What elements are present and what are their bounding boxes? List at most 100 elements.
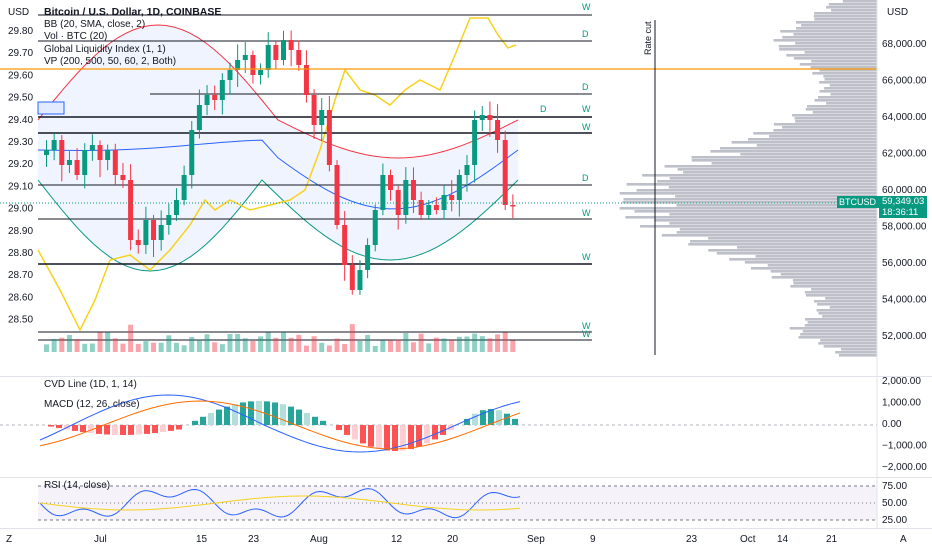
candle-body (128, 180, 134, 240)
profile-bar (691, 159, 877, 162)
candle-body (296, 50, 302, 65)
macd-chart[interactable]: 2,000.00 1,000.00 0.00 −1,000.00 −2,000.00 (0, 376, 932, 477)
bar-countdown: 18:36:11 (882, 207, 919, 218)
candle-body (66, 160, 72, 165)
volume-bar (334, 338, 340, 352)
volume-bar (151, 342, 157, 352)
candle-body (326, 110, 332, 165)
profile-bar (716, 252, 877, 255)
left-axis-tick: 29.40 (8, 115, 33, 126)
rsi-axis-tick: 50.00 (882, 498, 907, 509)
corner-right[interactable]: A (900, 534, 907, 545)
macd-bar (432, 425, 438, 440)
left-axis-tick: 29.80 (8, 26, 33, 37)
candle-body (418, 200, 424, 215)
profile-bar (769, 135, 877, 138)
macd-bar (384, 425, 390, 451)
symbol-title[interactable]: Bitcoin / U.S. Dollar, 1D, COINBASE (44, 6, 222, 18)
rsi-chart[interactable]: 75.00 50.00 25.00 (0, 478, 932, 528)
left-axis-tick: 29.60 (8, 70, 33, 81)
cvd-axis: 2,000.00 1,000.00 0.00 −1,000.00 −2,000.00 (882, 376, 927, 473)
profile-bar (814, 18, 877, 21)
last-price: 59,349.03 (882, 196, 925, 207)
volume-bar (410, 342, 416, 352)
macd-line (39, 394, 521, 453)
candle-body (212, 95, 218, 100)
candle-body (403, 180, 409, 215)
profile-bar (676, 231, 877, 234)
candle-body (166, 215, 172, 225)
profile-bar (794, 117, 877, 120)
macd-bar (168, 425, 174, 431)
volume-bar (372, 345, 378, 352)
rsi-axis: 75.00 50.00 25.00 (882, 481, 907, 526)
candle-body (510, 205, 516, 207)
profile-bar (792, 279, 877, 282)
profile-bar (782, 36, 877, 39)
profile-bar (805, 294, 877, 297)
profile-bar (691, 156, 877, 159)
volume-bar (143, 341, 149, 352)
candle-body (173, 200, 179, 215)
cvd-axis-tick: 0.00 (882, 419, 902, 430)
right-axis: 68,000.00 66,000.00 64,000.00 62,000.00 60,0… (882, 39, 927, 342)
volume-bar (82, 343, 88, 352)
volume-bar (303, 345, 309, 352)
macd-bar (208, 413, 214, 425)
profile-bar (669, 177, 877, 180)
cvd-axis-tick: 1,000.00 (882, 398, 921, 409)
profile-bar (818, 342, 877, 345)
profile-bar (773, 123, 877, 126)
macd-bar (368, 425, 374, 447)
candle-body (502, 140, 508, 205)
level-label: W (582, 329, 591, 339)
candle-body (204, 95, 210, 105)
legend-vp[interactable]: VP (200, 500, 50, 60, 2, Both) (44, 56, 177, 68)
macd-bar (144, 425, 150, 434)
profile-bar (619, 207, 877, 210)
level-label: W (582, 2, 591, 12)
profile-bar (823, 345, 877, 348)
rsi-ma-line (39, 495, 521, 511)
profile-bar (802, 330, 877, 333)
profile-bar (780, 30, 877, 33)
candle-body (158, 225, 164, 240)
left-axis-tick: 28.90 (8, 226, 33, 237)
candle-body (487, 115, 493, 120)
candle-body (143, 220, 149, 245)
profile-bar (795, 42, 877, 45)
macd-bar (72, 425, 78, 431)
profile-bar (773, 129, 877, 132)
legend-gli[interactable]: Global Liquidity Index (1, 1) (44, 43, 166, 55)
macd-title[interactable]: MACD (12, 26, close) (44, 398, 140, 410)
volume-bar (296, 334, 302, 352)
corner-left[interactable]: Z (6, 534, 13, 545)
legend-vol[interactable]: Vol · BTC (20) (44, 31, 108, 43)
volume-bar (135, 343, 141, 352)
legend-bb[interactable]: BB (20, SMA, close, 2) (44, 18, 146, 30)
macd-bar (104, 425, 110, 435)
profile-bar (619, 192, 877, 195)
profile-bar (801, 24, 877, 27)
rsi-title[interactable]: RSI (14, close) (44, 480, 111, 491)
profile-bar (807, 105, 877, 108)
right-axis-unit[interactable]: USD (887, 7, 909, 18)
cvd-pane[interactable]: 2,000.00 1,000.00 0.00 −1,000.00 −2,000.00 C… (0, 376, 932, 477)
macd-bar (352, 425, 358, 440)
profile-bar (744, 261, 877, 264)
macd-bar (360, 425, 366, 444)
right-axis-tick: 54,000.00 (882, 295, 927, 306)
cvd-title[interactable]: CVD Line (1D, 1, 14) (44, 379, 137, 390)
macd-bar (408, 425, 414, 450)
rsi-pane[interactable]: 75.00 50.00 25.00 RSI (14, close) (0, 478, 932, 528)
volume-bar (456, 336, 462, 352)
time-axis[interactable]: Z Jul 15 23 Aug 12 20 Sep 9 23 Oct 14 21… (0, 528, 932, 550)
profile-bar (708, 249, 877, 252)
candle-body (89, 145, 95, 150)
main-chart-pane[interactable]: 29.80 29.70 29.60 29.50 29.40 29.30 29.20 29.10… (0, 0, 932, 376)
volume-bar (227, 333, 233, 352)
right-axis-tick: 52,000.00 (882, 331, 927, 342)
volume-bar (311, 336, 317, 352)
right-axis-tick: 68,000.00 (882, 39, 927, 50)
price-chart[interactable]: 29.80 29.70 29.60 29.50 29.40 29.30 29.20 29.10… (0, 0, 932, 376)
